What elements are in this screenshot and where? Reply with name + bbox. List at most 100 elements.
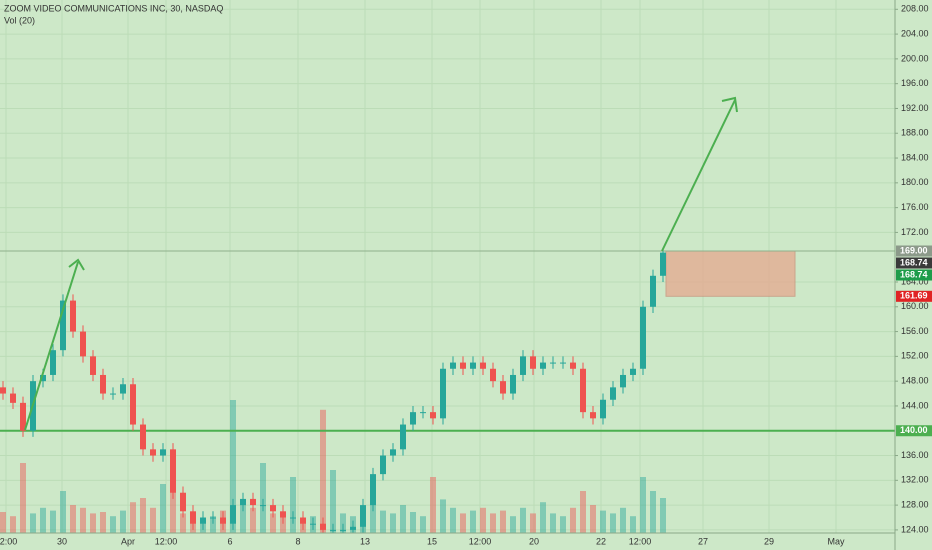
target-zone — [665, 250, 796, 297]
candle-body — [370, 474, 376, 506]
volume-bar — [420, 516, 426, 533]
arrow-head — [721, 96, 738, 113]
volume-bar — [400, 505, 406, 533]
volume-bar — [10, 516, 16, 533]
x-tick-label: 13 — [360, 536, 370, 546]
candle-body — [540, 362, 546, 369]
y-tick-label: 196.00 — [901, 78, 929, 88]
volume-bar — [330, 470, 336, 533]
volume-bar — [170, 491, 176, 533]
y-tick-label: 152.00 — [901, 351, 929, 361]
volume-bar — [130, 502, 136, 533]
x-tick-label: 22 — [596, 536, 606, 546]
candle-body — [650, 275, 656, 307]
y-tick-label: 144.00 — [901, 400, 929, 410]
candle-body — [470, 362, 476, 369]
volume-bar — [480, 507, 486, 533]
candle-body — [280, 511, 286, 518]
candle-body — [260, 505, 266, 507]
volume-bar — [570, 507, 576, 533]
candle-body — [70, 300, 76, 332]
volume-legend: Vol (20) — [4, 15, 35, 25]
candle-body — [110, 393, 116, 395]
volume-bar — [240, 502, 246, 533]
y-tick-label: 132.00 — [901, 475, 929, 485]
volume-bar — [620, 507, 626, 533]
candle-body — [380, 455, 386, 475]
x-tick-label: 20 — [529, 536, 539, 546]
candle-body — [610, 387, 616, 400]
candle-body — [130, 384, 136, 425]
candle-body — [200, 517, 206, 524]
x-tick-label: 12:00 — [155, 536, 178, 546]
candle-body — [150, 449, 156, 456]
volume-bar — [590, 505, 596, 533]
candle-body — [10, 393, 16, 403]
candle-body — [430, 412, 436, 419]
y-tick-label: 204.00 — [901, 28, 929, 38]
price-badge — [896, 269, 932, 281]
x-tick-label: May — [827, 536, 845, 546]
candle-body — [230, 505, 236, 524]
volume-bar — [660, 498, 666, 533]
candle-body — [170, 449, 176, 493]
volume-bar — [440, 499, 446, 533]
x-tick-label: Apr — [121, 536, 135, 546]
x-tick-label: 8 — [295, 536, 300, 546]
volume-bar — [470, 510, 476, 533]
x-tick-label: 6 — [227, 536, 232, 546]
volume-bar — [370, 502, 376, 533]
overlays — [0, 250, 895, 432]
candle-body — [320, 523, 326, 530]
y-tick-label: 200.00 — [901, 53, 929, 63]
candle-body — [250, 498, 256, 506]
volume-bar — [450, 507, 456, 533]
candle-body — [190, 511, 196, 524]
y-tick-label: 192.00 — [901, 103, 929, 113]
candle-body — [570, 362, 576, 369]
volume-bar — [70, 505, 76, 533]
volume-bar — [260, 463, 266, 533]
price-badge — [896, 245, 932, 257]
candle-body — [100, 374, 106, 394]
volume-bar — [40, 507, 46, 533]
candle-body — [350, 526, 356, 530]
candle-body — [520, 356, 526, 375]
axes: 124.00 128.00 132.00 136.00 144.00 148.00 152.… — [0, 4, 932, 546]
volume-bar — [630, 516, 636, 533]
x-tick-label: 12:00 — [0, 536, 17, 546]
candle-body — [480, 362, 486, 369]
volume-bar — [280, 516, 286, 533]
candle-body — [560, 362, 566, 364]
x-tick-label: 29 — [764, 536, 774, 546]
price-badge — [896, 290, 932, 302]
candle-body — [120, 384, 126, 394]
volume-bar — [180, 513, 186, 533]
candle-body — [410, 412, 416, 425]
volume-bar — [650, 491, 656, 533]
candle-body — [0, 387, 6, 394]
candle-body — [640, 306, 646, 369]
candle-body — [310, 523, 316, 525]
volume-bar — [600, 510, 606, 533]
price-badge-label: 169.00 — [900, 245, 928, 255]
candle-body — [590, 412, 596, 419]
candle-body — [600, 399, 606, 419]
volume-bar — [210, 516, 216, 533]
price-badge-label: 161.69 — [900, 291, 928, 301]
grid — [0, 0, 895, 533]
volume-bar — [500, 510, 506, 533]
candle-body — [140, 424, 146, 450]
y-tick-label: 160.00 — [901, 301, 929, 311]
volume-bar — [20, 463, 26, 533]
x-tick-label: 12:00 — [629, 536, 652, 546]
y-tick-label: 176.00 — [901, 202, 929, 212]
candle-body — [390, 449, 396, 456]
y-tick-label: 124.00 — [901, 524, 929, 534]
volume-bar — [0, 512, 6, 533]
candle-body — [400, 424, 406, 450]
candle-body — [620, 374, 626, 388]
y-tick-label: 208.00 — [901, 4, 929, 14]
y-tick-label: 148.00 — [901, 376, 929, 386]
